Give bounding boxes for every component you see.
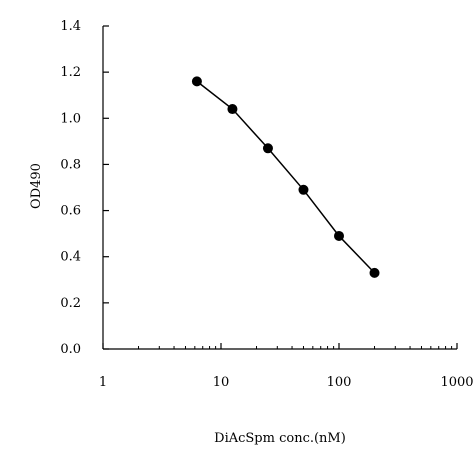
data-point (298, 184, 309, 195)
y-tick-label: 0.4 (60, 250, 81, 265)
x-tick-label: 1 (99, 375, 107, 390)
axes (102, 26, 457, 350)
y-tick-label: 0.2 (60, 296, 81, 311)
y-tick-label: 1.2 (60, 65, 81, 80)
x-tick-label: 100 (327, 375, 352, 390)
data-point (369, 267, 380, 278)
x-axis-title: DiAcSpm conc.(nM) (214, 431, 346, 446)
data-point (334, 230, 344, 241)
x-tick-label: 1000 (440, 375, 473, 390)
ticks: 0.0 0.2 0.4 0.6 0.8 1.0 1.2 1.4 1 10 100 1000 (60, 19, 473, 390)
data-point (227, 104, 238, 115)
data-point (191, 76, 202, 87)
y-tick-label: 1.0 (60, 111, 81, 126)
data-point (262, 143, 273, 154)
series (191, 76, 380, 278)
y-tick-label: 1.4 (60, 19, 81, 34)
y-tick-label: 0.6 (60, 204, 81, 219)
y-axis-title: OD490 (29, 163, 44, 209)
series-line (196, 80, 376, 274)
y-tick-label: 0.0 (60, 342, 81, 357)
x-tick-label: 10 (213, 375, 230, 390)
y-tick-label: 0.8 (60, 157, 81, 172)
